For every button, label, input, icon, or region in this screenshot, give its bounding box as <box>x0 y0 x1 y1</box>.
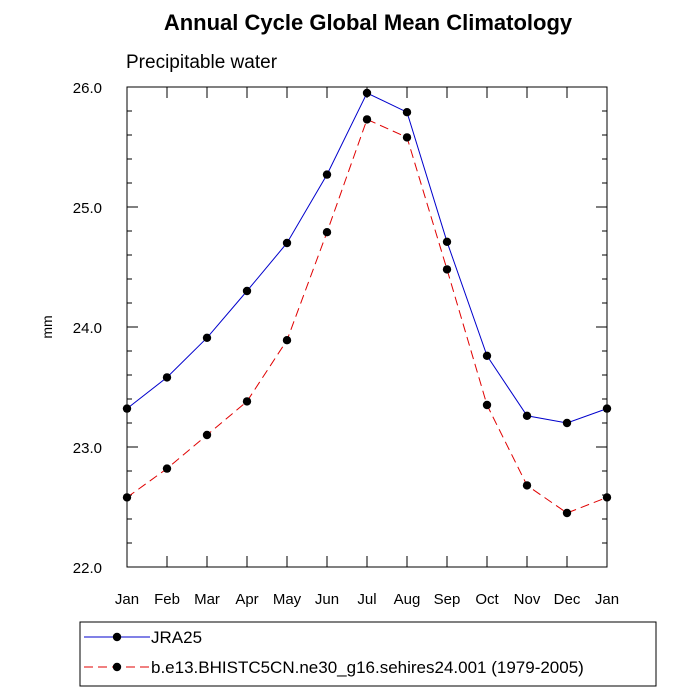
data-point-series-1 <box>482 351 492 360</box>
axis-ticks: Jan Feb Mar Apr May Jun Jul Aug Sep Oct Nov Dec Jan 2… <box>73 80 619 608</box>
data-point-series-1 <box>442 237 452 246</box>
x-tick-label: Dec <box>554 591 581 608</box>
chart-title: Annual Cycle Global Mean Climatology <box>164 10 573 35</box>
data-point-series-2 <box>562 508 572 518</box>
legend-label-1: JRA25 <box>151 628 202 647</box>
data-point-series-2 <box>322 228 332 237</box>
data-point-series-1 <box>322 170 332 179</box>
y-tick-label: 26.0 <box>73 80 102 97</box>
x-tick-label: Nov <box>514 591 541 608</box>
x-tick-label: Mar <box>194 591 220 608</box>
y-tick-label: 24.0 <box>73 320 102 337</box>
x-tick-label: Feb <box>154 591 180 608</box>
data-point-series-1 <box>562 418 572 428</box>
x-tick-label: May <box>273 591 302 608</box>
data-point-series-1 <box>522 411 532 420</box>
x-tick-label: Apr <box>235 591 258 608</box>
x-tick-label: Jul <box>357 591 376 608</box>
legend: JRA25 b.e13.BHISTC5CN.ne30_g16.sehires24.… <box>79 621 657 687</box>
x-tick-label: Jun <box>315 591 339 608</box>
y-tick-label: 22.0 <box>73 560 102 577</box>
data-point-series-2 <box>202 430 212 440</box>
plot-frame <box>126 86 608 568</box>
data-point-series-2 <box>522 481 532 490</box>
plot-area <box>126 86 608 568</box>
data-point-series-2 <box>282 336 292 345</box>
series-line-2 <box>126 118 608 514</box>
legend-marker-1 <box>112 632 122 642</box>
data-point-series-1 <box>282 238 292 248</box>
data-point-series-1 <box>202 333 212 342</box>
data-point-series-2 <box>242 397 252 406</box>
legend-frame <box>79 621 657 687</box>
y-tick-label: 23.0 <box>73 440 102 457</box>
chart-subtitle: Precipitable water <box>126 52 278 73</box>
data-point-series-1 <box>602 404 612 413</box>
data-point-series-2 <box>122 493 132 502</box>
data-point-series-2 <box>482 400 492 410</box>
x-tick-label: Sep <box>434 591 461 608</box>
data-point-series-2 <box>362 115 372 124</box>
x-tick-label: Jan <box>595 591 619 608</box>
data-point-series-2 <box>442 265 452 274</box>
data-point-series-1 <box>362 88 372 98</box>
data-point-series-2 <box>162 464 172 473</box>
x-tick-label: Jan <box>115 591 139 608</box>
legend-marker-2 <box>112 662 122 672</box>
data-point-series-2 <box>602 493 612 502</box>
series-layer <box>122 88 612 518</box>
series-line-1 <box>126 92 608 424</box>
y-tick-label: 25.0 <box>73 200 102 217</box>
data-point-series-2 <box>402 133 412 142</box>
x-tick-label: Aug <box>394 591 421 608</box>
data-point-series-1 <box>122 404 132 413</box>
data-point-series-1 <box>402 108 412 117</box>
x-tick-label: Oct <box>475 591 499 608</box>
y-axis-label: mm <box>39 315 55 338</box>
legend-label-2: b.e13.BHISTC5CN.ne30_g16.sehires24.001 (… <box>151 658 584 677</box>
data-point-series-1 <box>162 373 172 382</box>
data-point-series-1 <box>242 286 252 296</box>
